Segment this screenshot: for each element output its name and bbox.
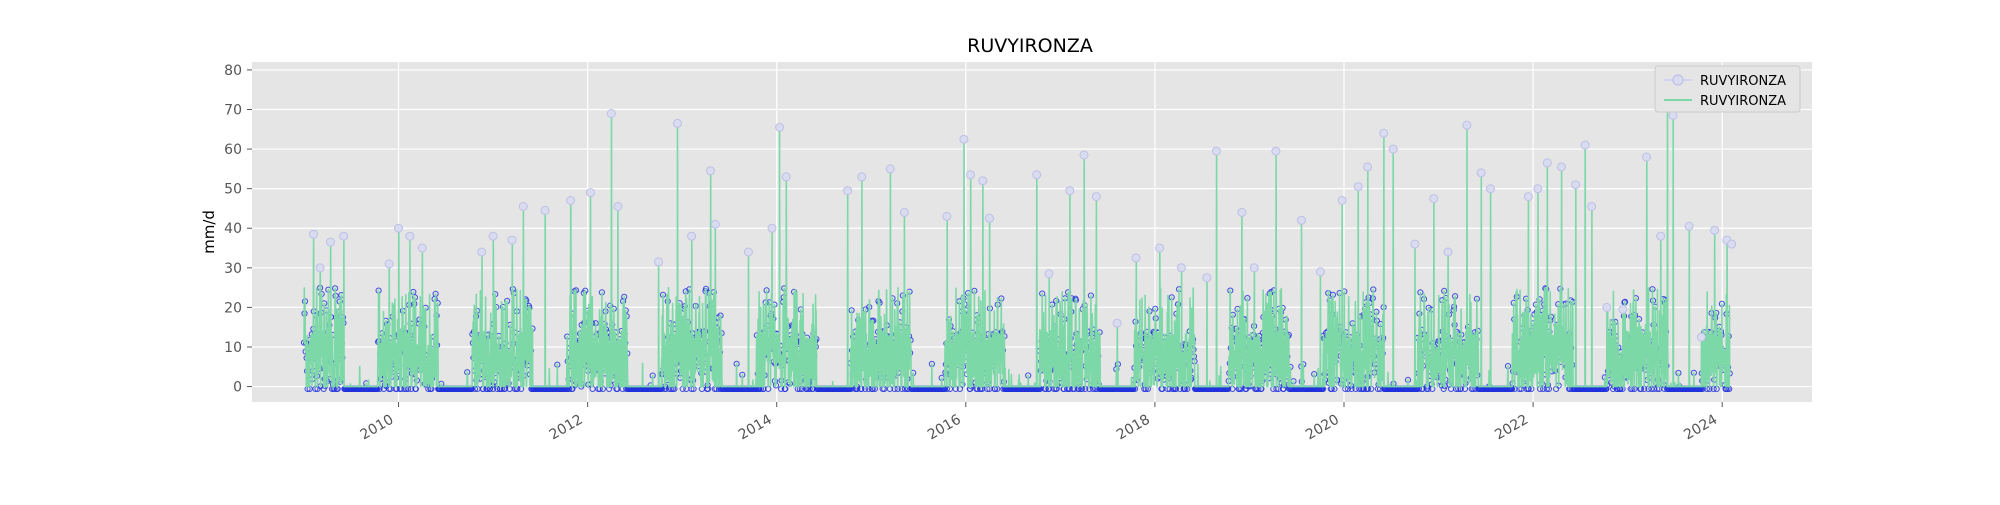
peak-point [1523,192,1533,202]
peak-point [309,229,318,239]
y-axis-label: mm/d [200,210,218,254]
peak-point [417,243,427,253]
peak-point [710,219,720,229]
peak-point [1486,184,1495,194]
peak-point [613,202,623,211]
peak-point [654,257,663,267]
peak-point [1315,267,1325,277]
peak-point [1091,192,1101,202]
peak-point [1131,253,1141,263]
peak-point [1443,247,1453,257]
peak-point [477,247,487,257]
peak-point [885,164,895,174]
peak-point [1571,180,1581,190]
peak-point [1642,152,1651,162]
y-tick-label: 40 [224,221,242,237]
peak-point [1032,170,1042,180]
peak-point [743,247,753,257]
peak-point [1249,263,1259,273]
chart-title: RUVYIRONZA [967,35,1093,57]
peak-point [959,134,969,144]
legend-label-line: RUVYIRONZA [1700,94,1786,109]
peak-point [1710,225,1720,235]
peak-point [315,263,325,273]
peak-point [1696,332,1706,342]
peak-point [586,188,595,198]
peak-point [942,211,952,221]
peak-point [706,166,715,176]
peak-point [775,122,785,132]
legend-marker-icon [1672,74,1684,86]
peak-point [518,202,528,211]
peak-point [326,237,335,247]
peak-point [405,231,415,241]
peak-point [566,196,576,205]
peak-point [1580,140,1590,150]
peak-point [1065,186,1075,196]
peak-point [673,118,682,128]
peak-point [1379,128,1389,138]
peak-point [1337,196,1347,205]
peak-point [1668,110,1678,120]
peak-point [1462,120,1472,130]
peak-point [540,205,550,215]
peak-point [1297,215,1306,225]
peak-point [1363,162,1373,172]
peak-point [978,176,988,186]
peak-point [1155,243,1165,253]
peak-point [1476,168,1486,178]
peak-point [687,231,697,241]
legend: RUVYIRONZA RUVYIRONZA [1654,65,1801,113]
peak-point [1557,162,1566,172]
peak-point [1684,221,1694,231]
peak-point [1587,202,1597,211]
y-tick-label: 50 [224,182,242,198]
peak-point [394,223,403,233]
y-tick-label: 70 [224,102,242,118]
peak-point [966,170,975,180]
y-tick-label: 20 [224,300,242,316]
peak-point [1237,207,1247,217]
peak-point [488,231,498,241]
y-tick-label: 0 [233,380,242,396]
peak-point [1271,146,1281,156]
peak-point [1602,302,1612,312]
y-tick-label: 60 [224,142,242,158]
peak-point [1176,263,1186,273]
peak-point [1542,158,1552,168]
y-tick-label: 80 [224,63,242,79]
y-tick-label: 30 [224,261,242,277]
peak-point [1388,144,1398,154]
peak-point [1202,273,1212,283]
peak-point [1656,231,1666,241]
peak-point [339,231,349,241]
peak-point [606,109,616,118]
peak-point [507,235,517,245]
peak-point [899,207,909,217]
peak-point [384,259,394,269]
y-tick-label: 10 [224,340,242,356]
peak-point [767,223,777,233]
peak-point [1410,239,1420,249]
peak-point [843,186,853,196]
peak-point [1079,150,1089,160]
peak-point [1211,146,1221,156]
peak-point [1112,318,1122,328]
peak-point [1429,194,1439,204]
peak-point [1044,269,1054,279]
peak-point [1727,239,1737,249]
legend-label-markers: RUVYIRONZA [1700,74,1786,89]
peak-point [1353,182,1363,192]
peak-point [1618,304,1628,314]
peak-point [985,213,994,223]
peak-point [1533,184,1543,194]
peak-point [781,172,791,182]
peak-point [857,172,867,182]
